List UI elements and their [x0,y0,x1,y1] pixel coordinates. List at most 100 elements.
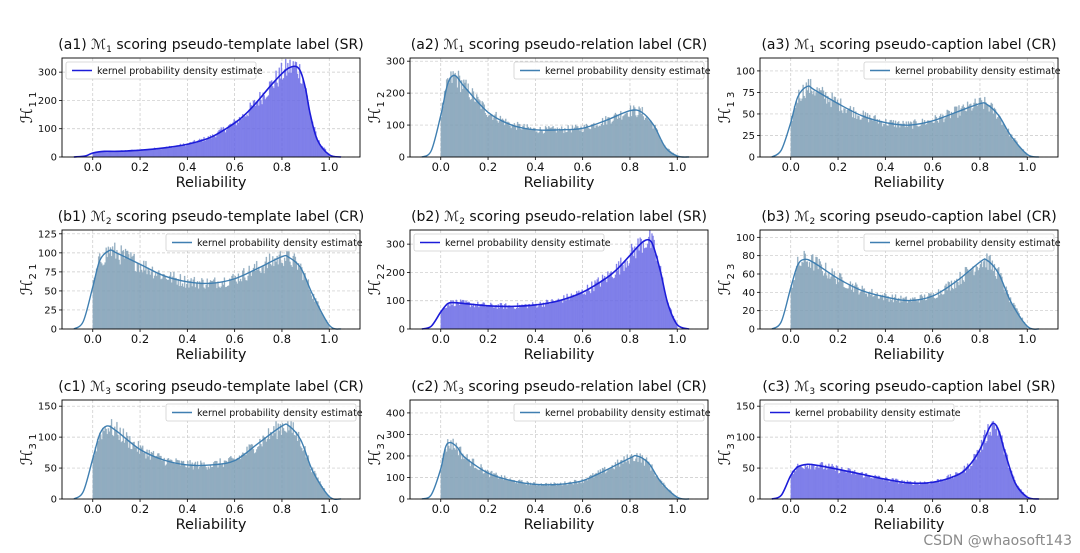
y-tick-label: 100 [736,233,755,244]
histogram-bar-path [440,70,678,158]
x-tick-label: 0.2 [131,502,149,516]
y-tick-label: 300 [386,240,405,251]
x-tick-label: 0.6 [226,502,244,516]
histogram-bar-path [92,419,330,500]
y-tick-label: 25 [44,305,57,316]
x-tick-label: 0.8 [621,502,639,516]
x-tick-label: 0.4 [178,160,196,174]
y-tick-label: 25 [742,131,755,142]
density-curve [771,85,1040,158]
y-axis-label: ℋ2 1 [17,264,39,296]
histogram-bars [790,250,1028,330]
legend-label: kernel probability density estimate [895,66,1061,77]
x-axis-label: Reliability [524,517,595,533]
y-axis-label: ℋ2 3 [715,264,737,296]
histogram-bars [440,438,678,500]
y-tick-label: 0 [749,153,755,164]
chart-panel-c2: 0.0 0.2 0.4 0.6 0.8 1.0 0 100 200 300 400 Reliabili… [365,379,711,533]
x-tick-label: 0.2 [829,502,847,516]
density-curve [771,422,1040,500]
legend: kernel probability density estimate [513,403,711,422]
y-tick-label: 80 [742,251,755,262]
legend-label: kernel probability density estimate [545,66,711,77]
legend: kernel probability density estimate [413,233,611,252]
x-axis-label: Reliability [524,175,595,191]
y-tick-label: 50 [742,109,755,120]
x-tick-label: 0.6 [924,332,942,346]
legend-box [763,403,955,422]
legend-box [513,61,705,80]
x-tick-label: 0.4 [876,502,894,516]
chart-panel-b2: 0.0 0.2 0.4 0.6 0.8 1.0 0 100 200 300 Reliability ℋ… [365,209,709,363]
x-tick-label: 0.4 [526,332,544,346]
x-tick-label: 0.6 [574,332,592,346]
chart-panel-c3: 0.0 0.2 0.4 0.6 0.8 1.0 0 50 100 150 Reliability ℋ3… [715,379,1059,533]
x-axis-label: Reliability [176,175,247,191]
x-tick-label: 0.0 [782,332,800,346]
x-tick-label: 0.2 [479,332,497,346]
density-curve [73,65,342,158]
watermark: CSDN @whaosoft143 [923,533,1072,549]
y-tick-label: 300 [38,68,57,79]
y-tick-label: 50 [44,464,57,475]
y-tick-label: 200 [386,89,405,100]
y-tick-label: 150 [38,402,57,413]
y-tick-label: 100 [386,296,405,307]
y-tick-label: 0 [749,495,755,506]
y-tick-label: 100 [386,121,405,132]
y-tick-label: 200 [38,96,57,107]
x-tick-label: 0.0 [432,332,450,346]
axes-frame [759,57,1059,158]
x-tick-label: 0.8 [273,160,291,174]
histogram-bar-path [92,242,330,330]
x-tick-label: 0.0 [782,160,800,174]
x-tick-label: 0.8 [273,332,291,346]
x-tick-label: 0.2 [131,332,149,346]
chart-title: (a3) ℳ1 scoring pseudo-caption label (CR… [761,37,1056,55]
x-tick-label: 0.0 [84,160,102,174]
chart-title: (b2) ℳ2 scoring pseudo-relation label (S… [411,209,707,227]
x-tick-label: 1.0 [320,502,338,516]
y-tick-label: 0 [399,495,405,506]
chart-panel-b1: 0.0 0.2 0.4 0.6 0.8 1.0 0 25 50 75 100 125 Reliabili… [17,209,364,363]
x-tick-label: 0.6 [226,160,244,174]
x-tick-label: 1.0 [668,502,686,516]
histogram-bars [440,70,678,158]
x-tick-label: 0.8 [273,502,291,516]
legend: kernel probability density estimate [65,61,263,80]
histogram-bars [92,242,330,330]
x-tick-label: 0.4 [178,502,196,516]
x-tick-label: 0.2 [479,502,497,516]
x-tick-label: 1.0 [668,160,686,174]
histogram-bar-path [790,420,1028,500]
y-tick-label: 100 [386,473,405,484]
legend-label: kernel probability density estimate [197,408,363,419]
x-tick-label: 0.4 [876,160,894,174]
x-axis-label: Reliability [176,347,247,363]
axes-frame [409,229,709,330]
x-tick-label: 0.0 [84,332,102,346]
x-tick-label: 1.0 [1018,502,1036,516]
density-curve [73,423,342,501]
histogram-bars [92,419,330,500]
y-axis-label: ℋ2 2 [365,264,387,296]
x-tick-label: 0.2 [479,160,497,174]
x-tick-label: 1.0 [668,332,686,346]
y-tick-label: 100 [38,248,57,259]
chart-panel-b3: 0.0 0.2 0.4 0.6 0.8 1.0 0 20 40 60 80 100 Reliabilit… [715,209,1061,363]
axes-frame [61,229,361,330]
legend-label: kernel probability density estimate [197,238,363,249]
x-tick-label: 1.0 [320,160,338,174]
chart-panel-a3: 0.0 0.2 0.4 0.6 0.8 1.0 0 25 50 75 100 Reliability ℋ… [715,37,1061,191]
y-tick-label: 0 [51,153,57,164]
x-tick-label: 0.0 [432,160,450,174]
density-curve [421,238,690,330]
y-tick-label: 400 [386,408,405,419]
chart-title: (c3) ℳ3 scoring pseudo-caption label (SR… [762,379,1055,397]
x-axis-label: Reliability [874,347,945,363]
y-tick-label: 20 [742,306,755,317]
x-tick-label: 0.4 [876,332,894,346]
x-tick-label: 0.6 [574,160,592,174]
x-tick-label: 1.0 [1018,160,1036,174]
histogram-bar-path [440,438,678,500]
